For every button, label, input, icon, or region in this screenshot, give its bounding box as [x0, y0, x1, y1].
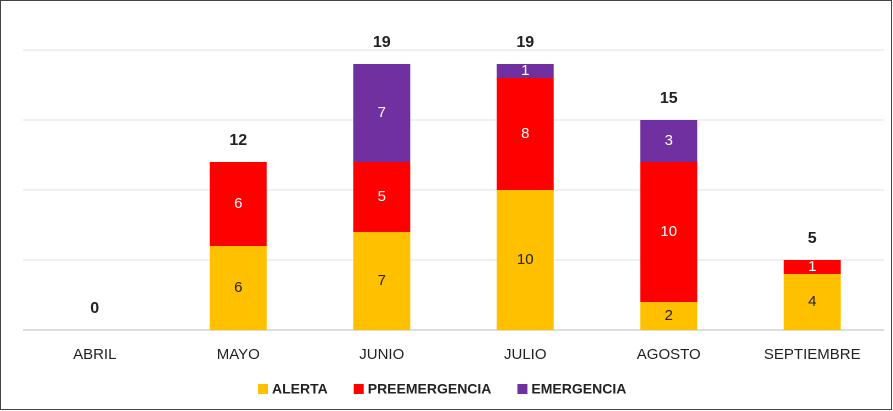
x-tick-label: JUNIO — [359, 346, 404, 363]
bar-segment — [496, 78, 554, 190]
x-tick-label: SEPTIEMBRE — [764, 346, 861, 363]
data-label: 7 — [378, 272, 386, 289]
bar-segment — [496, 190, 554, 330]
data-label: 8 — [521, 125, 529, 142]
data-label: 2 — [665, 307, 673, 324]
bar-segment — [209, 162, 267, 246]
x-tick-label: MAYO — [217, 346, 260, 363]
legend-label: EMERGENCIA — [531, 381, 626, 397]
legend-swatch — [353, 384, 364, 394]
bar-segment — [640, 120, 698, 162]
x-tick-label: AGOSTO — [637, 346, 701, 363]
total-label: 15 — [660, 90, 678, 107]
total-label: 19 — [373, 34, 391, 51]
legend-swatch — [517, 384, 528, 394]
data-label: 5 — [378, 188, 386, 205]
data-label: 7 — [378, 104, 386, 121]
x-tick-label: ABRIL — [73, 346, 116, 363]
data-label: 1 — [521, 62, 529, 79]
data-label: 4 — [808, 293, 816, 310]
legend-label: PREEMERGENCIA — [368, 381, 492, 397]
data-label: 3 — [665, 132, 673, 149]
total-label: 12 — [229, 132, 247, 149]
bar-segment — [640, 302, 698, 330]
x-tick-label: JULIO — [504, 346, 547, 363]
bar-segment — [496, 64, 554, 78]
bar-segment — [783, 274, 841, 330]
total-label: 0 — [90, 300, 99, 317]
bar-segment — [640, 162, 698, 302]
total-label: 19 — [516, 34, 534, 51]
data-label: 1 — [808, 258, 816, 275]
data-label: 6 — [234, 279, 242, 296]
bar-segment — [209, 246, 267, 330]
data-label: 10 — [517, 251, 534, 268]
bar-segment — [353, 64, 411, 162]
bar-segment — [353, 162, 411, 232]
bar-segment — [783, 260, 841, 274]
total-label: 5 — [808, 230, 817, 247]
data-label: 10 — [660, 223, 677, 240]
legend-swatch — [258, 384, 268, 394]
legend-label: ALERTA — [272, 381, 328, 397]
bar-segment — [353, 232, 411, 330]
data-label: 6 — [234, 195, 242, 212]
